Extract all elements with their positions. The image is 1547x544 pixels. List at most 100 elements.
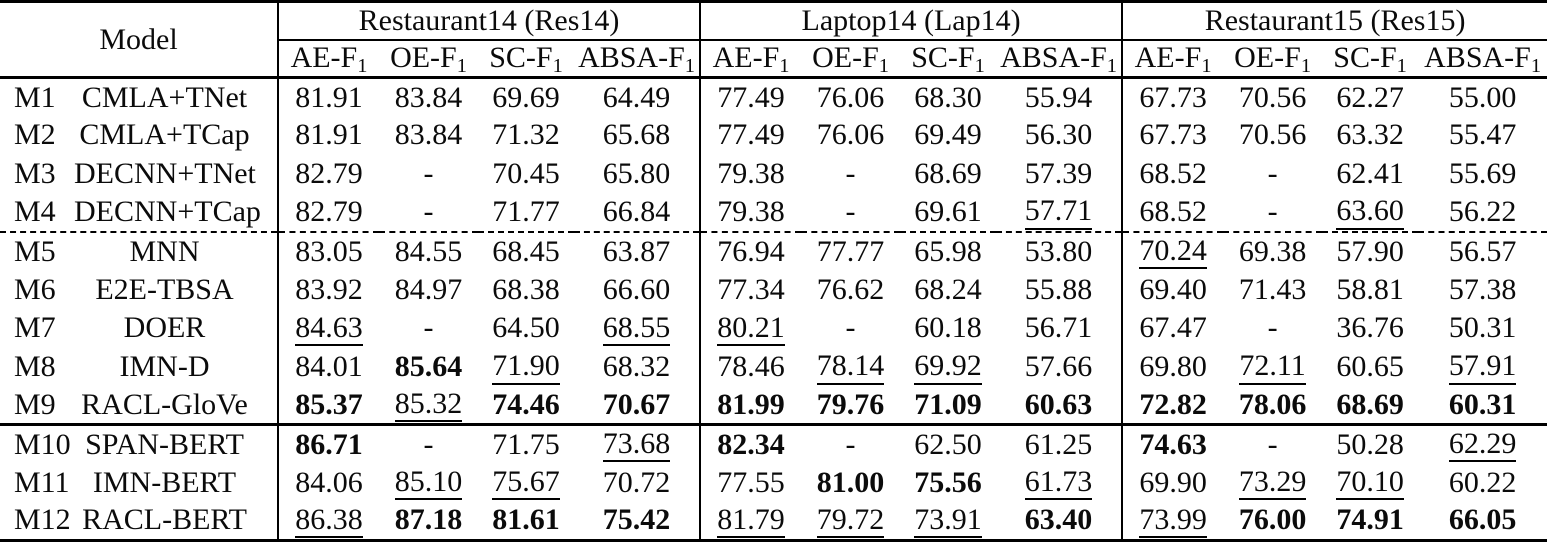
score-value: 71.32 [492,118,560,152]
score-value: 36.76 [1336,311,1404,345]
value-cell: 68.30 [900,78,996,117]
score-value: 86.38 [295,504,363,539]
value-cell: 57.90 [1322,230,1419,271]
value-cell: 75.42 [574,502,700,541]
score-value: 68.38 [492,272,560,306]
model-cell: M5 MNN [0,230,278,271]
score-value: 75.56 [914,465,982,499]
score-value: 74.91 [1336,503,1404,537]
missing-value: - [423,427,434,461]
value-cell: 76.94 [699,230,802,271]
value-cell: 63.32 [1322,116,1418,155]
value-cell: 67.73 [1121,116,1224,155]
score-value: 68.69 [1336,387,1404,421]
value-cell: 74.91 [1322,502,1418,541]
value-cell: 56.30 [996,116,1122,155]
value-cell: 60.18 [900,309,996,348]
metric-subscript: 1 [1530,55,1542,78]
value-cell: 65.98 [900,230,997,271]
table-row: M5 MNN 83.05 84.55 68.45 63.87 76.94 77.77 65.98… [0,230,1547,271]
metric-name: AE-F [1134,41,1202,75]
model-id: M12 [14,503,71,537]
model-cell: M12 RACL-BERT [0,502,278,541]
value-cell: 76.00 [1223,502,1322,541]
metric-header-row: AE-F1 OE-F1 SC-F1 ABSA-F1 AE-F1 OE-F1 SC-F1 ABS… [0,39,1547,79]
metric-subscript: 1 [974,55,985,78]
value-cell: 85.64 [379,348,478,387]
score-value: 78.06 [1238,387,1307,421]
score-value: 73.29 [1238,466,1307,501]
value-cell: 68.69 [1322,386,1418,425]
value-cell: 62.41 [1322,155,1418,194]
metric-name: SC-F [1333,41,1397,75]
value-cell: - [379,309,478,348]
value-cell: 55.88 [996,270,1122,309]
score-value: 71.90 [492,350,560,385]
score-value: 55.88 [1024,272,1093,306]
value-cell: 81.79 [699,501,802,541]
value-cell: 56.22 [1418,193,1547,232]
score-value: 62.29 [1448,428,1517,463]
value-cell: 60.63 [996,386,1122,425]
value-cell: 60.31 [1418,386,1547,425]
score-value: 82.79 [295,156,363,190]
missing-value: - [1267,427,1278,461]
table-row: M4 DECNN+TCap 82.79 - 71.77 66.84 79.38 - 69.61 5… [0,193,1547,232]
value-cell: 83.84 [379,78,478,117]
score-value: 53.80 [1024,234,1093,268]
score-value: 77.55 [717,465,785,499]
score-value: 60.31 [1448,387,1517,421]
value-cell: 62.50 [900,423,997,464]
model-id: M3 [14,156,56,190]
table-row: M7 DOER 84.63 - 64.50 68.55 80.21 - 60.18 56.71 67… [0,308,1547,348]
metric-subscript: 1 [456,55,467,78]
table-row: M6 E2E-TBSA 83.92 84.97 68.38 66.60 77.34 76.62… [0,270,1547,309]
value-cell: - [379,423,478,464]
metric-subscript: 1 [1300,55,1312,78]
score-value: 68.24 [914,272,982,306]
score-value: 77.49 [717,80,785,114]
metric-subscript: 1 [878,55,889,78]
table-row: M10 SPAN-BERT 86.71 - 71.75 73.68 82.34 - 62.50 6… [0,423,1547,464]
score-value: 64.50 [492,311,560,345]
missing-value: - [1267,311,1278,345]
value-cell: 68.55 [574,309,700,348]
score-value: 85.32 [394,388,463,423]
value-cell: 84.55 [379,230,478,271]
model-cell: M11 IMN-BERT [0,463,278,502]
value-cell: 68.52 [1121,154,1224,194]
score-value: 85.37 [295,387,363,421]
score-value: 84.06 [295,465,363,499]
score-value: 86.71 [295,427,363,461]
model-name: IMN-BERT [92,465,237,499]
value-cell: 85.10 [379,463,478,502]
model-cell: M7 DOER [0,309,278,348]
model-name: MNN [129,234,200,268]
value-cell: 57.71 [996,193,1122,232]
value-cell: 75.56 [900,463,996,502]
metric-column-header: OE-F1 [1223,39,1323,79]
score-value: 69.40 [1139,272,1207,306]
value-cell: 65.80 [574,155,700,194]
model-column-header: Model [0,1,278,79]
model-id: M8 [14,349,56,383]
metric-name: AE-F [290,41,358,75]
value-cell: 67.73 [1121,77,1224,117]
score-value: 69.61 [914,195,982,229]
score-value: 75.67 [492,466,560,501]
score-value: 70.67 [602,387,671,421]
model-cell: M10 SPAN-BERT [0,423,278,464]
metric-column-header: OE-F1 [801,39,901,79]
score-value: 80.21 [717,311,785,346]
value-cell: 69.80 [1121,347,1224,387]
value-cell: 73.99 [1121,501,1224,541]
group-header-row: Model Restaurant14 (Res14) Laptop14 (Lap… [0,1,1547,79]
score-value: 56.30 [1024,118,1093,152]
score-value: 70.72 [602,465,671,499]
score-value: 62.50 [914,427,982,461]
metric-name: ABSA-F [1000,41,1107,75]
model-name: CMLA+TNet [81,80,248,114]
value-cell: 72.11 [1223,348,1322,387]
score-value: 83.84 [394,118,463,152]
value-cell: 69.61 [900,193,996,232]
